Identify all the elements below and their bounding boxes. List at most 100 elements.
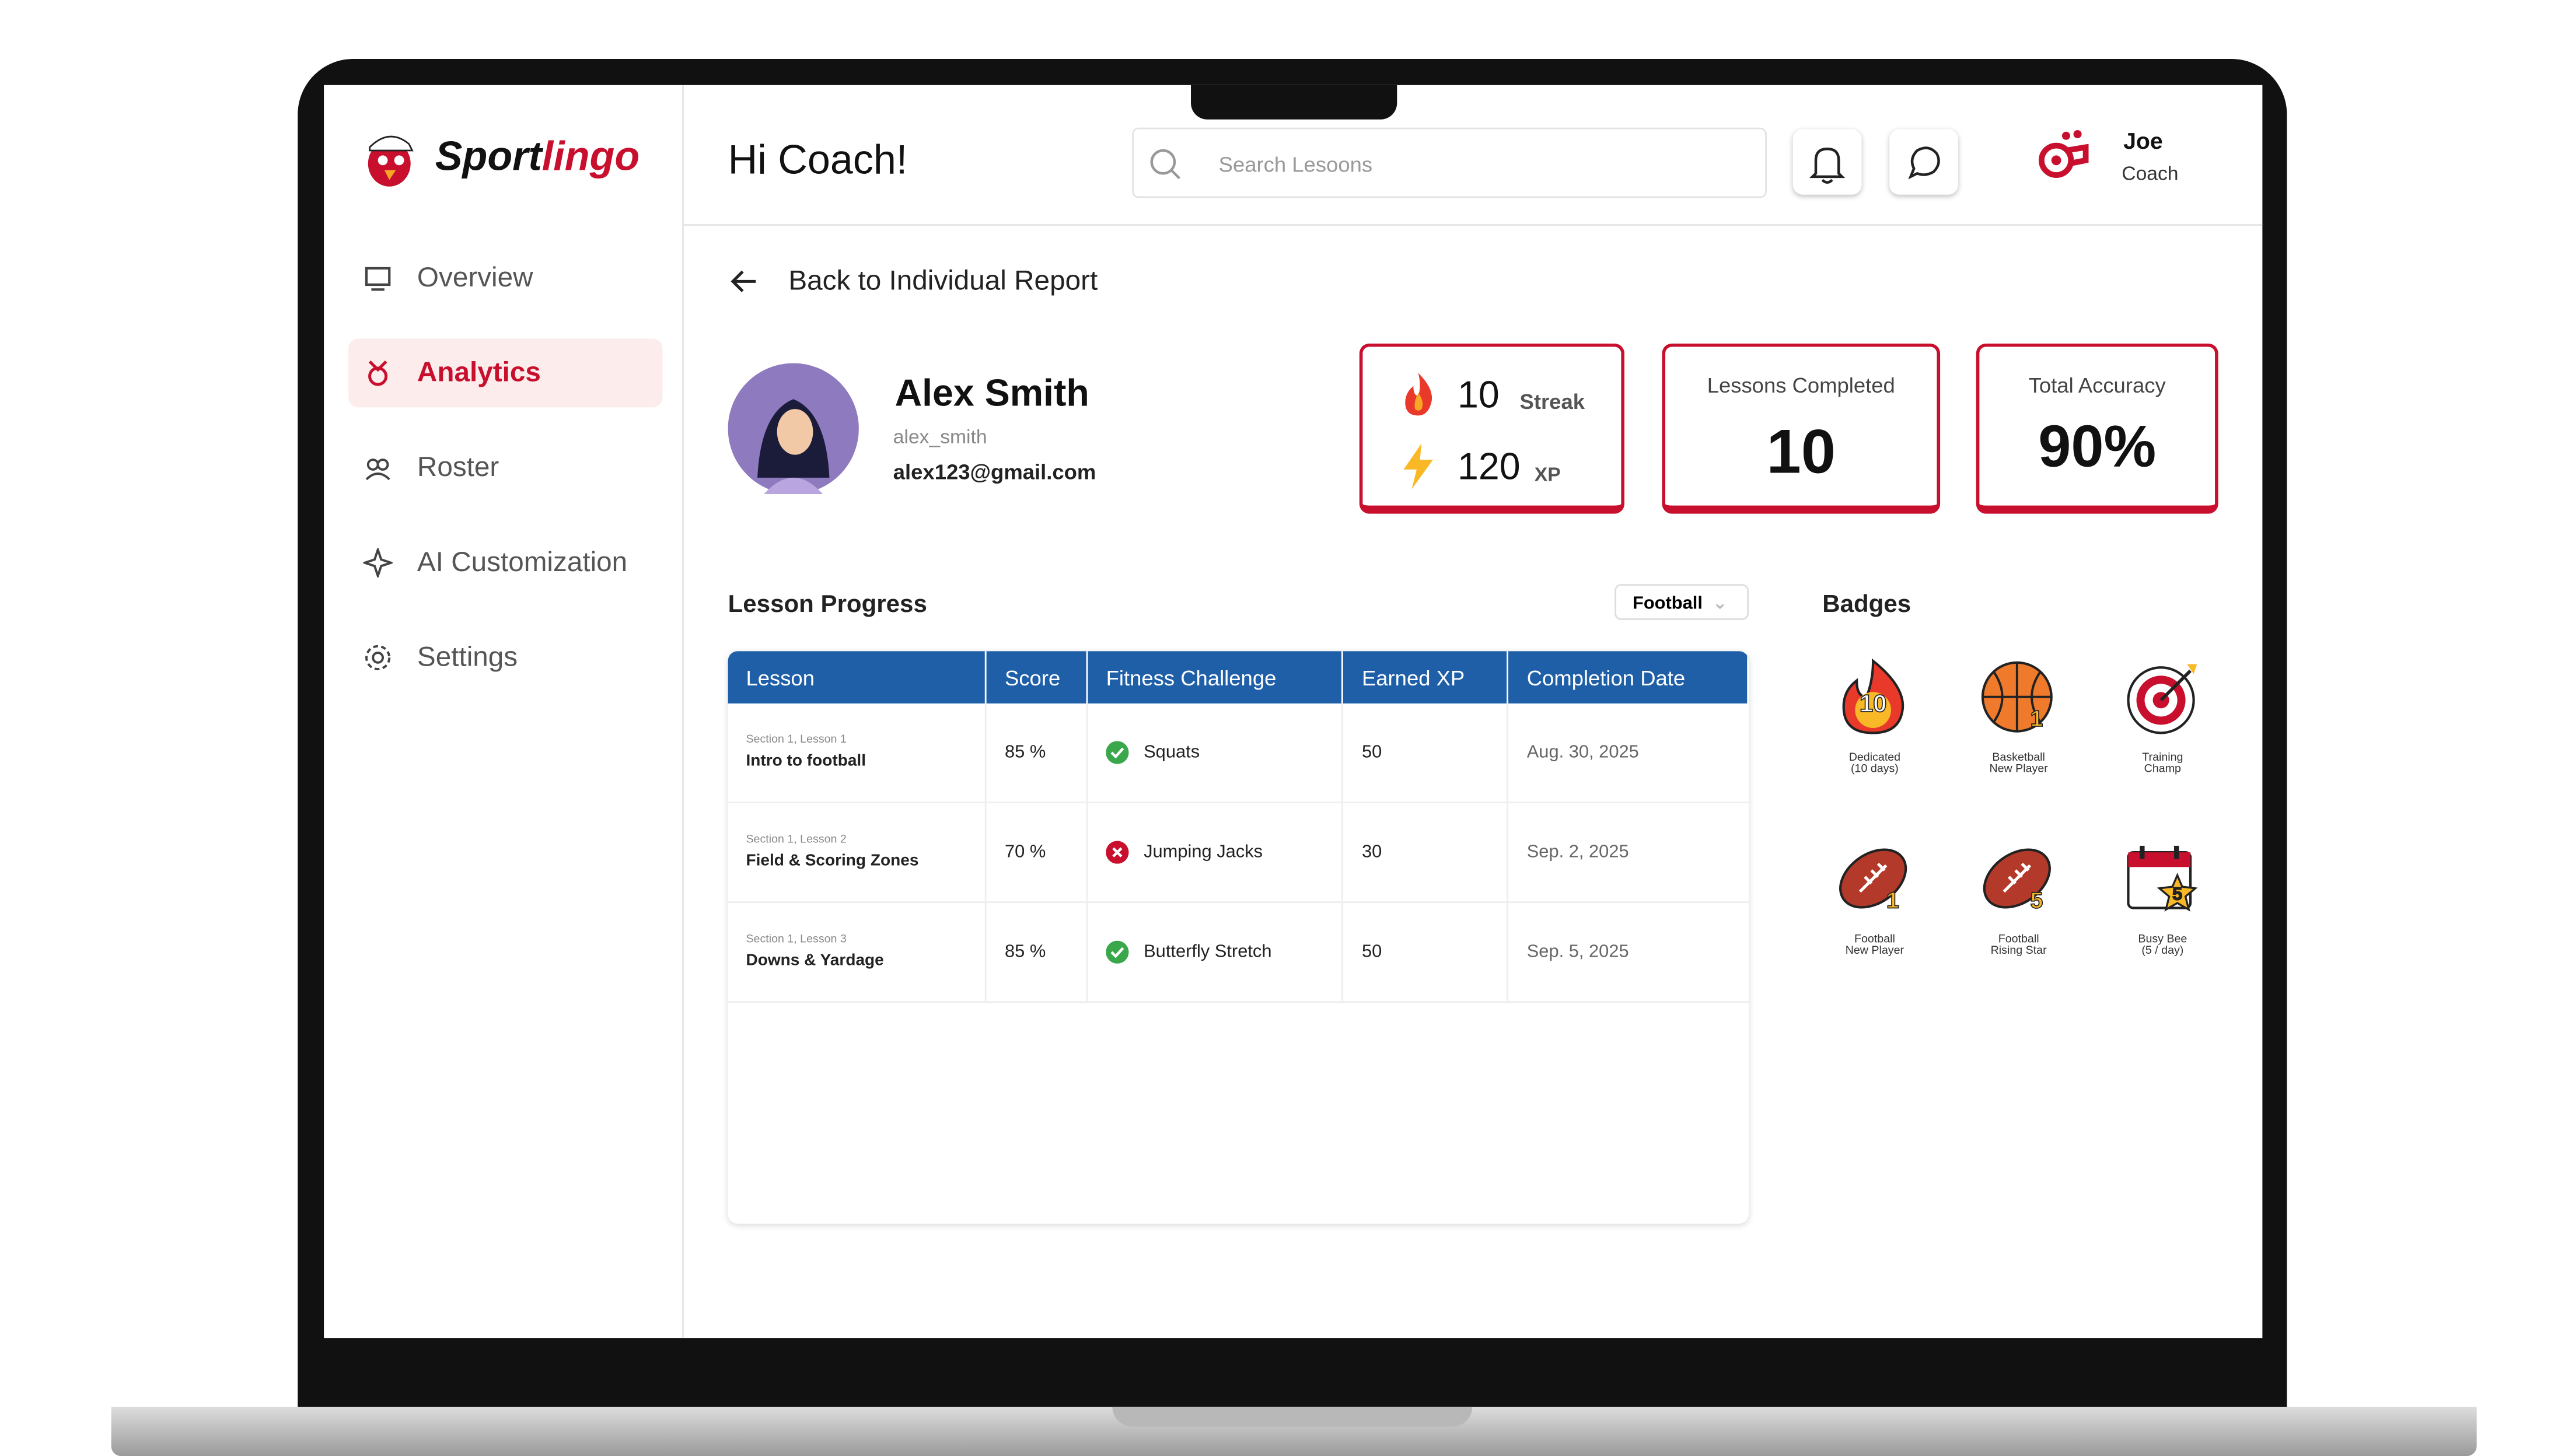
accuracy-label: Total Accuracy xyxy=(2028,373,2166,398)
table-row: Section 1, Lesson 2 Field & Scoring Zones… xyxy=(728,802,1748,904)
badge-label: New Player xyxy=(1845,946,1904,957)
profile-email: alex123@gmail.com xyxy=(893,460,1096,485)
search-icon xyxy=(1150,149,1180,180)
challenge-cell: Jumping Jacks xyxy=(1087,802,1344,904)
search-box[interactable]: Search Lesoons xyxy=(1132,127,1767,198)
badge: Training Champ xyxy=(2091,657,2235,775)
laptop-groove xyxy=(1112,1406,1473,1427)
table-body: Section 1, Lesson 1 Intro to football 85 %… xyxy=(728,703,1748,1003)
accuracy-value: 90% xyxy=(2038,412,2157,480)
lessons-card: Lessons Completed 10 xyxy=(1662,343,1941,514)
badge-label: Champ xyxy=(2144,764,2181,776)
badge: 1 Football New Player xyxy=(1803,839,1947,957)
brand-part: lingo xyxy=(541,134,640,180)
nav-icon xyxy=(365,645,391,671)
lessons-label: Lessons Completed xyxy=(1707,373,1895,398)
screen: Sportlingo Overview Analytics Roster AI Cus… xyxy=(324,85,2263,1339)
lessons-value: 10 xyxy=(1766,418,1836,488)
nav-item[interactable]: Analytics xyxy=(348,338,663,408)
nav-icon xyxy=(365,459,390,481)
badge-label: Basketball xyxy=(1992,752,2045,764)
badge-icon-text: 5 xyxy=(2031,887,2043,913)
badge: 5 Football Rising Star xyxy=(1947,839,2091,957)
badge-icon-text: 1 xyxy=(2031,706,2043,732)
table-row: Section 1, Lesson 3 Downs & Yardage 85 % Bu… xyxy=(728,902,1748,1003)
column-header: Lesson xyxy=(728,651,987,704)
nav-icon xyxy=(368,360,388,386)
check-icon xyxy=(1106,940,1129,964)
badge-label: (5 / day) xyxy=(2141,946,2184,957)
filter-label: Football xyxy=(1632,594,1703,614)
notifications-button[interactable] xyxy=(1793,130,1862,195)
nav-icon xyxy=(365,267,391,291)
column-header: Fitness Challenge xyxy=(1087,651,1344,704)
user-avatar xyxy=(2038,130,2089,178)
badge-icon: 5 xyxy=(1983,848,2051,914)
profile-avatar xyxy=(728,363,859,494)
nav-label: Roster xyxy=(417,452,499,483)
challenge-name: Squats xyxy=(1144,743,1200,762)
date-cell: Sep. 5, 2025 xyxy=(1508,902,1748,1003)
badge-icon: 5 xyxy=(2127,845,2198,912)
brand-part: Sport xyxy=(435,134,542,180)
nav-item[interactable]: Settings xyxy=(348,624,662,692)
badge-icon xyxy=(2127,664,2197,734)
back-link[interactable]: Back to Individual Report xyxy=(788,265,1098,296)
lesson-name: Field & Scoring Zones xyxy=(746,852,919,870)
lesson-cell: Section 1, Lesson 2 Field & Scoring Zones xyxy=(728,802,987,904)
table-row: Section 1, Lesson 1 Intro to football 85 %… xyxy=(728,703,1748,803)
nav-icon xyxy=(363,548,393,578)
streak-value: 10 xyxy=(1458,373,1500,416)
back-arrow[interactable] xyxy=(728,265,761,298)
nav-item[interactable]: Roster xyxy=(348,433,662,502)
streak-card: 10 Streak 120 XP xyxy=(1359,343,1624,514)
logo-icon xyxy=(368,135,414,187)
nav-label: AI Customization xyxy=(417,546,628,578)
badge: 1 Basketball New Player xyxy=(1947,657,2091,775)
column-header: Completion Date xyxy=(1508,651,1749,704)
score-cell: 85 % xyxy=(986,902,1088,1003)
lesson-cell: Section 1, Lesson 1 Intro to football xyxy=(728,703,987,803)
lesson-section: Section 1, Lesson 3 xyxy=(746,934,847,946)
badge-icon-text: 10 xyxy=(1860,690,1887,717)
camera-notch xyxy=(1191,85,1397,120)
nav-label: Analytics xyxy=(417,356,541,388)
badge: 10 Dedicated (10 days) xyxy=(1803,657,1947,775)
date-cell: Aug. 30, 2025 xyxy=(1508,703,1748,803)
badge-label: (10 days) xyxy=(1851,764,1899,776)
lesson-name: Downs & Yardage xyxy=(746,952,884,971)
lesson-section: Section 1, Lesson 2 xyxy=(746,834,847,846)
nav-item[interactable]: AI Customization xyxy=(348,528,662,597)
sport-filter[interactable]: Football ⌄ xyxy=(1615,584,1749,620)
greeting: Hi Coach! xyxy=(728,137,908,184)
badge-icon: 10 xyxy=(1842,658,1904,734)
nav-item[interactable]: Overview xyxy=(348,244,662,313)
chat-icon xyxy=(1908,146,1940,180)
badge-icon-text: 5 xyxy=(2172,883,2182,904)
nav-label: Settings xyxy=(417,641,518,673)
lesson-table-card: Lesson Score Fitness Challenge Earned XP Com… xyxy=(728,651,1749,1224)
score-cell: 70 % xyxy=(986,802,1088,904)
lesson-cell: Section 1, Lesson 3 Downs & Yardage xyxy=(728,902,987,1003)
badges-title: Badges xyxy=(1822,590,1911,619)
accuracy-card: Total Accuracy 90% xyxy=(1976,343,2218,514)
xp-cell: 50 xyxy=(1343,902,1509,1003)
bell-icon xyxy=(1809,147,1846,184)
badge-label: Rising Star xyxy=(1990,946,2047,957)
lesson-name: Intro to football xyxy=(746,752,866,771)
messages-button[interactable] xyxy=(1889,130,1958,195)
sidebar: Sportlingo Overview Analytics Roster AI Cus… xyxy=(324,85,684,1339)
fail-icon xyxy=(1106,841,1129,864)
user-role: Coach xyxy=(2122,162,2179,185)
badge-label: Football xyxy=(1998,934,2039,946)
profile-username: alex_smith xyxy=(893,425,987,449)
table-header: Lesson Score Fitness Challenge Earned XP Com… xyxy=(728,651,1749,704)
badge-label: Training xyxy=(2142,752,2183,764)
xp-cell: 30 xyxy=(1343,802,1509,904)
score-cell: 85 % xyxy=(986,703,1088,803)
date-cell: Sep. 2, 2025 xyxy=(1508,802,1748,904)
top-bar: Hi Coach! Search Lesoons Joe Coach xyxy=(683,85,2263,226)
challenge-cell: Squats xyxy=(1087,703,1344,803)
lesson-section: Section 1, Lesson 1 xyxy=(746,734,847,746)
